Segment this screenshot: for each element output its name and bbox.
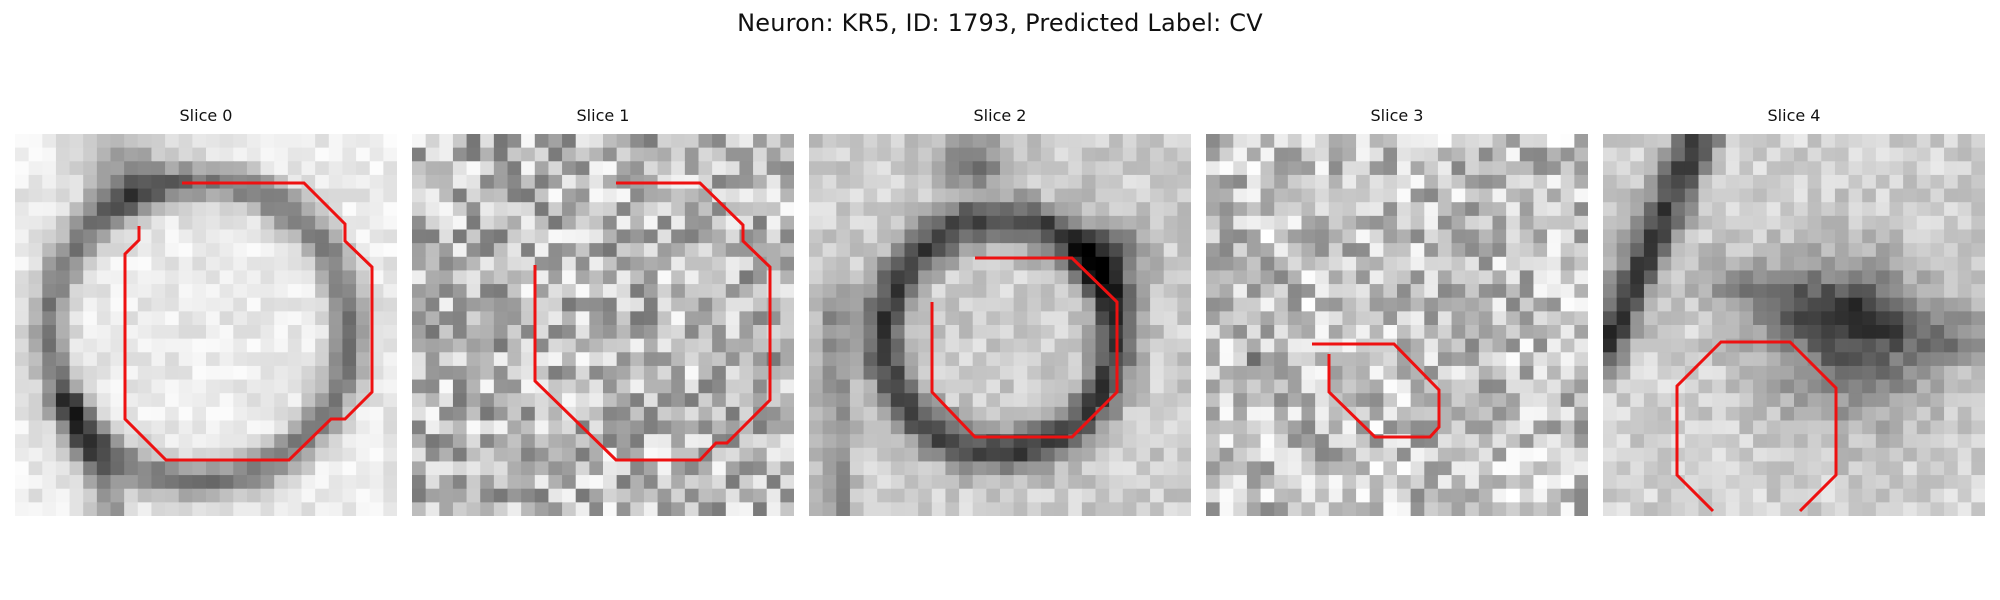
slice-title: Slice 3: [1370, 106, 1424, 125]
pixel-grid: [809, 134, 1191, 516]
slice-image: [15, 134, 397, 516]
slice-panel-3: Slice 3: [1206, 106, 1588, 520]
slice-title: Slice 2: [973, 106, 1027, 125]
slice-image-svg: [412, 134, 794, 516]
slice-panel-2: Slice 2: [809, 106, 1191, 520]
roi-contour: [123, 181, 374, 462]
pixel-grid: [1603, 134, 1985, 516]
pixel-grid: [412, 134, 794, 516]
slice-title: Slice 4: [1767, 106, 1821, 125]
slice-image: [1206, 134, 1588, 516]
slice-panel-1: Slice 1: [412, 106, 794, 520]
figure-title: Neuron: KR5, ID: 1793, Predicted Label: …: [737, 9, 1263, 37]
roi-contour: [930, 256, 1119, 439]
slice-panel-0: Slice 0: [15, 106, 397, 520]
slice-title: Slice 1: [576, 106, 630, 125]
slice-image: [1603, 134, 1985, 516]
pixel-grid: [1206, 134, 1588, 516]
roi-contour: [533, 181, 772, 462]
slice-image-svg: [809, 134, 1191, 516]
slice-image-svg: [1603, 134, 1985, 516]
slice-image-svg: [1206, 134, 1588, 516]
slice-image-svg: [15, 134, 397, 516]
pixel-grid: [15, 134, 397, 516]
roi-contour: [1675, 340, 1838, 513]
slice-title: Slice 0: [179, 106, 233, 125]
slice-image: [412, 134, 794, 516]
roi-contour: [1312, 342, 1441, 439]
slice-image: [809, 134, 1191, 516]
slice-panel-4: Slice 4: [1603, 106, 1985, 520]
